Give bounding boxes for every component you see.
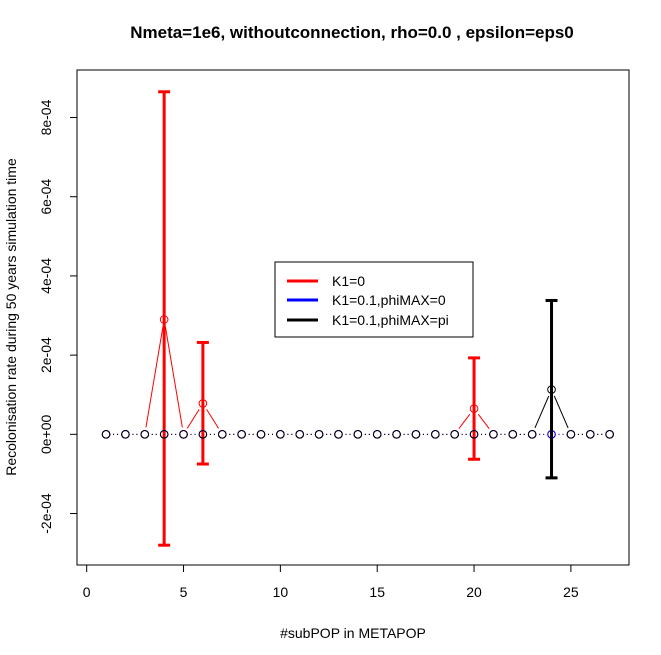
series-2-point-18: [431, 430, 440, 439]
y-tick-label-4: 6e-04: [38, 179, 54, 215]
series-0-segment-18: [458, 413, 471, 430]
series-2-point-6: [198, 430, 208, 439]
y-tick-label-2: 2e-04: [38, 337, 54, 373]
series-2-point-3: [140, 430, 150, 439]
x-axis-label: #subPOP in METAPOP: [280, 625, 426, 641]
series-2-segment-23: [553, 395, 569, 429]
series-0-error-bar-6: [196, 340, 209, 466]
series-2-point-27: [605, 430, 614, 439]
x-axis: 0 5 10 15 20 25: [83, 564, 579, 600]
series-2: [101, 298, 614, 480]
series-2-point-5: [179, 430, 188, 439]
y-axis: -2e-04 0e+00 2e-04 4e-04 6e-04 8e-04: [38, 99, 78, 534]
series-2-point-19: [450, 430, 459, 439]
series-2-segment-22: [534, 395, 550, 429]
series-0-segment-5: [206, 409, 219, 429]
x-tick-label-5: 5: [180, 584, 188, 600]
series-2-point-21: [489, 430, 498, 439]
series-2-point-12: [314, 430, 324, 439]
series-2-point-8: [237, 430, 246, 439]
series-0-segment-3: [164, 326, 183, 428]
series-2-point-26: [585, 430, 595, 439]
legend-label-k1-01-phimax-0: K1=0.1,phiMAX=0: [332, 292, 446, 308]
series-2-point-23: [527, 430, 537, 439]
x-tick-label-10: 10: [273, 584, 289, 600]
x-tick-label-0: 0: [83, 584, 91, 600]
legend-label-k1-01-phimax-pi: K1=0.1,phiMAX=pi: [332, 312, 449, 328]
series-0-error-bar-20: [468, 356, 481, 461]
series-0-error-bar-4: [158, 90, 171, 547]
plot-content: [101, 90, 614, 547]
series-0-segment-4: [186, 409, 200, 429]
x-tick-label-25: 25: [563, 584, 579, 600]
series-2-point-20: [469, 430, 479, 439]
series-2-error-bar-24: [545, 298, 558, 480]
series-2-point-22: [508, 430, 518, 439]
chart-title: Nmeta=1e6, withoutconnection, rho=0.0 , …: [130, 23, 574, 42]
series-2-point-16: [392, 430, 401, 439]
legend-label-k1-0: K1=0: [332, 273, 365, 289]
series-2-point-1: [101, 430, 111, 439]
series-2-point-2: [121, 430, 130, 439]
y-tick-label-5: 8e-04: [38, 99, 54, 135]
series-0-segment-19: [477, 413, 490, 430]
y-tick-label-1: 0e+00: [38, 414, 54, 454]
y-tick-label-0: -2e-04: [38, 493, 54, 534]
series-2-point-17: [411, 430, 421, 439]
series-2-point-13: [334, 430, 343, 439]
series-2-point-9: [256, 430, 266, 439]
series-2-point-15: [372, 430, 382, 439]
series-2-point-14: [353, 430, 363, 439]
x-tick-label-20: 20: [466, 584, 482, 600]
y-tick-label-3: 4e-04: [38, 258, 54, 294]
series-2-point-7: [217, 430, 227, 439]
series-0-segment-2: [145, 326, 164, 428]
y-axis-label: Recolonisation rate during 50 years simu…: [3, 158, 19, 476]
x-tick-label-15: 15: [369, 584, 385, 600]
legend: K1=0 K1=0.1,phiMAX=0 K1=0.1,phiMAX=pi: [274, 261, 474, 338]
series-2-point-25: [566, 430, 576, 439]
series-2-point-4: [159, 430, 169, 439]
series-2-point-11: [295, 430, 305, 439]
series-2-point-10: [276, 430, 285, 439]
